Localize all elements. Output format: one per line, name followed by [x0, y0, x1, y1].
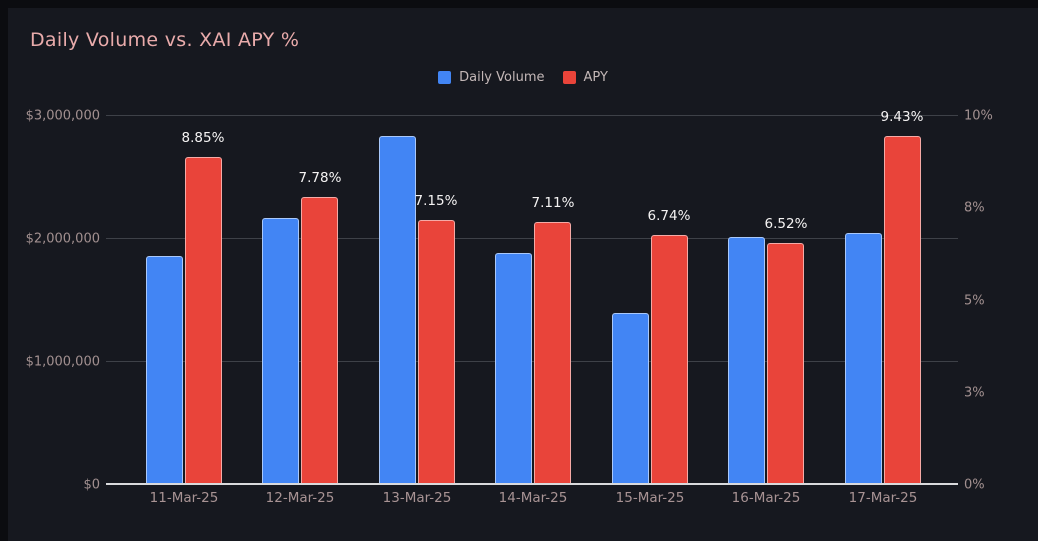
- x-axis-line: [106, 483, 958, 485]
- right-axis-tick-label: 10%: [964, 108, 993, 124]
- x-axis-label: 14-Mar-25: [498, 490, 568, 506]
- volume-bar[interactable]: [379, 136, 416, 484]
- chart-panel: Daily Volume vs. XAI APY % Daily Volume …: [8, 8, 1038, 541]
- apy-value-label: 8.85%: [181, 130, 225, 146]
- volume-bar[interactable]: [845, 233, 882, 484]
- apy-bar[interactable]: [534, 222, 571, 484]
- gridline: [106, 361, 958, 362]
- apy-bar[interactable]: [884, 136, 921, 484]
- apy-bar[interactable]: [767, 243, 804, 484]
- gridline: [106, 238, 958, 239]
- chart-title: Daily Volume vs. XAI APY %: [30, 29, 300, 51]
- volume-bar[interactable]: [146, 256, 183, 484]
- x-axis-label: 13-Mar-25: [382, 490, 452, 506]
- left-axis-tick-label: $0: [83, 477, 100, 493]
- x-axis-label: 12-Mar-25: [265, 490, 335, 506]
- right-axis-tick-label: 3%: [964, 385, 985, 401]
- apy-value-label: 6.74%: [647, 208, 691, 224]
- apy-value-label: 6.52%: [764, 216, 808, 232]
- legend-item-apy[interactable]: APY: [562, 70, 608, 85]
- right-axis-tick-label: 0%: [964, 477, 985, 493]
- left-axis-tick-label: $1,000,000: [25, 354, 100, 370]
- x-axis-label: 16-Mar-25: [731, 490, 801, 506]
- volume-bar[interactable]: [728, 237, 765, 484]
- apy-bar[interactable]: [185, 157, 222, 484]
- volume-bar[interactable]: [495, 253, 532, 484]
- legend-label-daily-volume: Daily Volume: [459, 70, 545, 85]
- volume-bar[interactable]: [262, 218, 299, 484]
- apy-value-label: 7.78%: [298, 170, 342, 186]
- chart-legend: Daily Volume APY: [8, 70, 1038, 85]
- gridline: [106, 115, 958, 116]
- x-axis-label: 11-Mar-25: [149, 490, 219, 506]
- legend-label-apy: APY: [583, 70, 608, 85]
- right-axis-tick-label: 5%: [964, 293, 985, 309]
- apy-value-label: 7.11%: [531, 195, 575, 211]
- apy-value-label: 7.15%: [414, 193, 458, 209]
- chart-plot-area: $0 $1,000,000 $2,000,000 $3,000,000 0% 3% 5% 8%…: [8, 8, 1038, 541]
- legend-item-daily-volume[interactable]: Daily Volume: [438, 70, 545, 85]
- x-axis-label: 17-Mar-25: [848, 490, 918, 506]
- left-axis-tick-label: $3,000,000: [25, 108, 100, 124]
- apy-bar[interactable]: [301, 197, 338, 484]
- left-axis-tick-label: $2,000,000: [25, 231, 100, 247]
- apy-bar[interactable]: [418, 220, 455, 484]
- x-axis-label: 15-Mar-25: [615, 490, 685, 506]
- apy-value-label: 9.43%: [880, 109, 924, 125]
- volume-bar[interactable]: [612, 313, 649, 484]
- apy-bar[interactable]: [651, 235, 688, 484]
- right-axis-tick-label: 8%: [964, 200, 985, 216]
- apy-swatch-icon: [562, 71, 576, 84]
- daily-volume-swatch-icon: [438, 71, 452, 84]
